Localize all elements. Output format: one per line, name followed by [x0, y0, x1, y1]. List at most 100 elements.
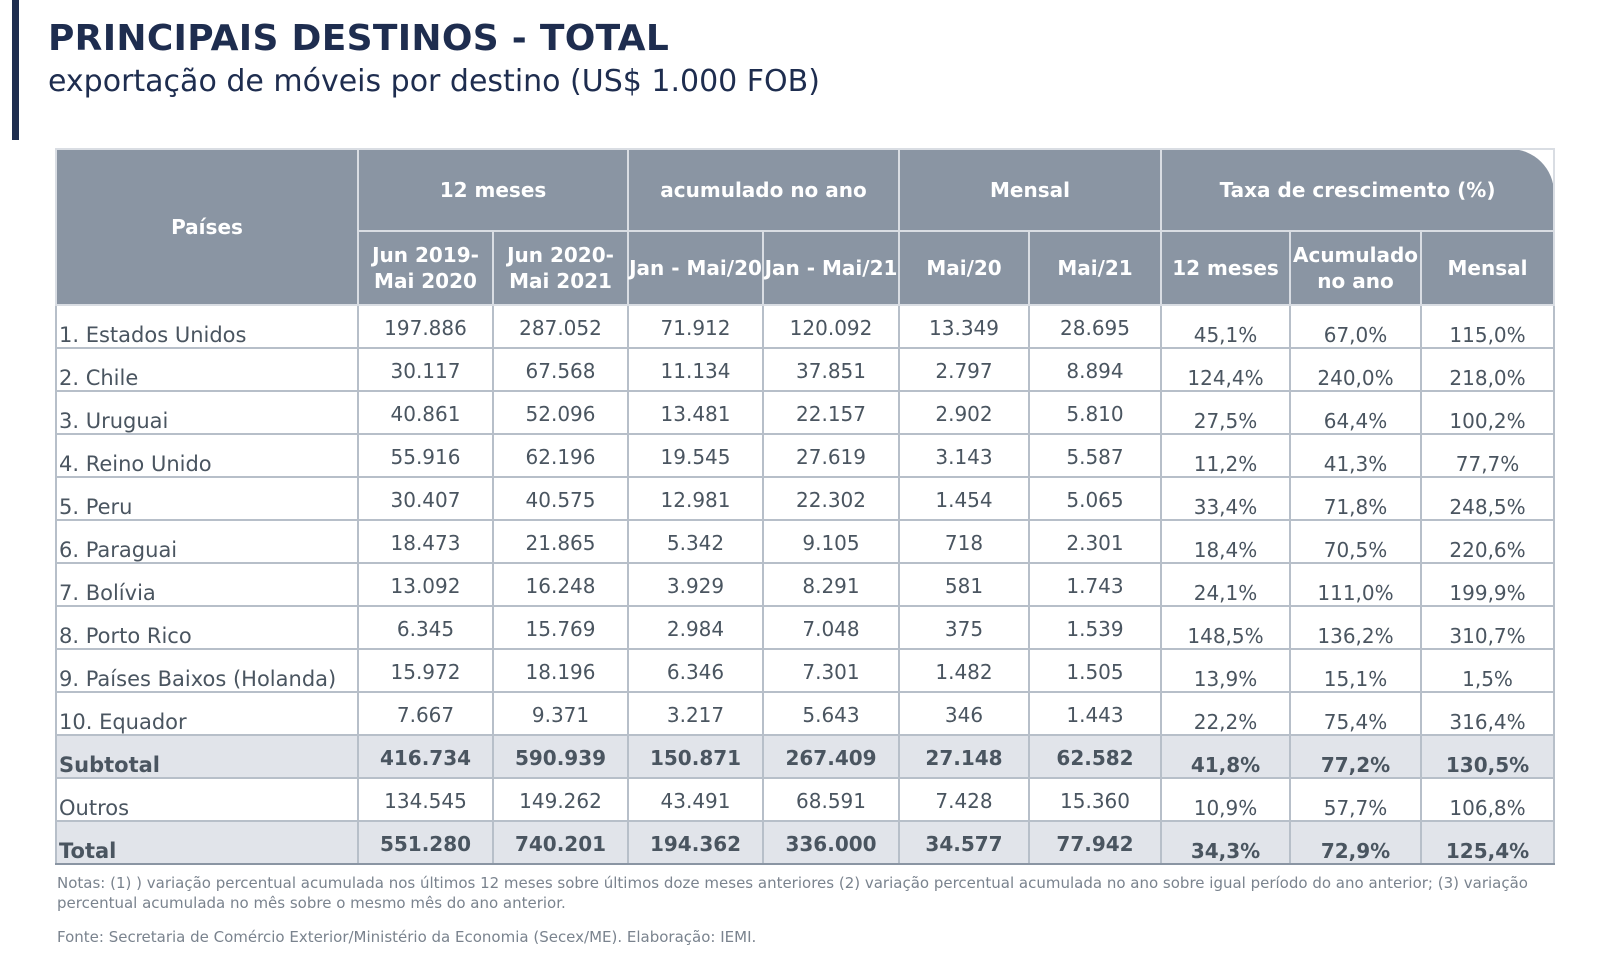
cell-value: 43.491	[627, 777, 765, 822]
cell-value: 27.148	[898, 734, 1031, 779]
cell-value: 551.280	[357, 820, 494, 865]
cell-percent: 77,7%	[1420, 433, 1556, 478]
cell-value: 71.912	[627, 304, 765, 349]
cell-value: 16.248	[491, 562, 630, 607]
cell-percent: 18,4%	[1160, 519, 1292, 564]
cell-value: 134.545	[357, 777, 494, 822]
total-row: Total 551.280 740.201 194.362 336.000 34…	[55, 820, 1556, 865]
header-sub-taxa-mensal: Mensal	[1420, 230, 1556, 306]
table-row: 9. Países Baixos (Holanda) 15.972 18.196…	[55, 648, 1556, 693]
cell-value: 13.481	[627, 390, 765, 435]
table-header: Países 12 meses acumulado no ano Mensal …	[55, 148, 1556, 306]
source-note: Fonte: Secretaria de Comércio Exterior/M…	[57, 928, 757, 946]
cell-percent: 67,0%	[1289, 304, 1423, 349]
cell-country: 1. Estados Unidos	[55, 304, 359, 349]
cell-percent: 72,9%	[1289, 820, 1423, 865]
cell-percent: 220,6%	[1420, 519, 1556, 564]
cell-value: 197.886	[357, 304, 494, 349]
cell-percent: 71,8%	[1289, 476, 1423, 521]
cell-percent: 10,9%	[1160, 777, 1292, 822]
cell-percent: 248,5%	[1420, 476, 1556, 521]
cell-country: 3. Uruguai	[55, 390, 359, 435]
cell-value: 1.505	[1028, 648, 1163, 693]
cell-value: 18.196	[491, 648, 630, 693]
cell-value: 1.443	[1028, 691, 1163, 736]
cell-value: 52.096	[491, 390, 630, 435]
cell-value: 18.473	[357, 519, 494, 564]
table-row: 10. Equador 7.667 9.371 3.217 5.643 346 …	[55, 691, 1556, 736]
destinations-table-container: Países 12 meses acumulado no ano Mensal …	[55, 148, 1556, 865]
header-group-taxa: Taxa de crescimento (%)	[1160, 148, 1556, 232]
cell-percent: 34,3%	[1160, 820, 1292, 865]
cell-percent: 1,5%	[1420, 648, 1556, 693]
cell-percent: 111,0%	[1289, 562, 1423, 607]
page-title: PRINCIPAIS DESTINOS - TOTAL	[48, 18, 670, 59]
cell-value: 346	[898, 691, 1031, 736]
cell-outros-label: Outros	[55, 777, 359, 822]
cell-value: 13.349	[898, 304, 1031, 349]
cell-value: 9.371	[491, 691, 630, 736]
cell-value: 15.972	[357, 648, 494, 693]
cell-value: 2.902	[898, 390, 1031, 435]
cell-country: 2. Chile	[55, 347, 359, 392]
header-sub-mai21: Mai/21	[1028, 230, 1163, 306]
table-row: 6. Paraguai 18.473 21.865 5.342 9.105 71…	[55, 519, 1556, 564]
cell-percent: 115,0%	[1420, 304, 1556, 349]
cell-value: 590.939	[491, 734, 630, 779]
cell-value: 336.000	[762, 820, 901, 865]
cell-percent: 124,4%	[1160, 347, 1292, 392]
cell-percent: 136,2%	[1289, 605, 1423, 650]
cell-value: 7.667	[357, 691, 494, 736]
cell-percent: 57,7%	[1289, 777, 1423, 822]
cell-value: 7.428	[898, 777, 1031, 822]
cell-percent: 125,4%	[1420, 820, 1556, 865]
cell-percent: 100,2%	[1420, 390, 1556, 435]
cell-value: 150.871	[627, 734, 765, 779]
table-row: 7. Bolívia 13.092 16.248 3.929 8.291 581…	[55, 562, 1556, 607]
cell-percent: 75,4%	[1289, 691, 1423, 736]
cell-value: 5.587	[1028, 433, 1163, 478]
cell-percent: 41,8%	[1160, 734, 1292, 779]
cell-value: 287.052	[491, 304, 630, 349]
cell-value: 28.695	[1028, 304, 1163, 349]
header-group-mensal: Mensal	[898, 148, 1163, 232]
cell-value: 1.454	[898, 476, 1031, 521]
cell-value: 267.409	[762, 734, 901, 779]
cell-value: 27.619	[762, 433, 901, 478]
table-notes: Notas: (1) ) variação percentual acumula…	[57, 874, 1528, 912]
cell-percent: 106,8%	[1420, 777, 1556, 822]
outros-row: Outros 134.545 149.262 43.491 68.591 7.4…	[55, 777, 1556, 822]
cell-country: 7. Bolívia	[55, 562, 359, 607]
header-sub-taxa-12-meses: 12 meses	[1160, 230, 1292, 306]
cell-percent: 64,4%	[1289, 390, 1423, 435]
cell-value: 77.942	[1028, 820, 1163, 865]
cell-value: 11.134	[627, 347, 765, 392]
cell-percent: 45,1%	[1160, 304, 1292, 349]
cell-value: 62.582	[1028, 734, 1163, 779]
cell-value: 6.346	[627, 648, 765, 693]
cell-value: 2.984	[627, 605, 765, 650]
table-row: 5. Peru 30.407 40.575 12.981 22.302 1.45…	[55, 476, 1556, 521]
cell-value: 67.568	[491, 347, 630, 392]
page-subtitle: exportação de móveis por destino (US$ 1.…	[48, 64, 820, 99]
cell-percent: 240,0%	[1289, 347, 1423, 392]
cell-value: 3.929	[627, 562, 765, 607]
cell-percent: 199,9%	[1420, 562, 1556, 607]
cell-total-label: Total	[55, 820, 359, 865]
cell-value: 375	[898, 605, 1031, 650]
cell-value: 1.539	[1028, 605, 1163, 650]
cell-value: 40.861	[357, 390, 494, 435]
cell-value: 30.117	[357, 347, 494, 392]
cell-value: 120.092	[762, 304, 901, 349]
cell-value: 2.797	[898, 347, 1031, 392]
header-sub-jun2019: Jun 2019- Mai 2020	[357, 230, 494, 306]
cell-country: 8. Porto Rico	[55, 605, 359, 650]
cell-percent: 130,5%	[1420, 734, 1556, 779]
cell-percent: 11,2%	[1160, 433, 1292, 478]
table-row: 2. Chile 30.117 67.568 11.134 37.851 2.7…	[55, 347, 1556, 392]
cell-percent: 33,4%	[1160, 476, 1292, 521]
cell-value: 15.360	[1028, 777, 1163, 822]
header-sub-jan-mai21: Jan - Mai/21	[762, 230, 901, 306]
destinations-table: Países 12 meses acumulado no ano Mensal …	[55, 148, 1556, 865]
header-paises: Países	[55, 148, 359, 306]
